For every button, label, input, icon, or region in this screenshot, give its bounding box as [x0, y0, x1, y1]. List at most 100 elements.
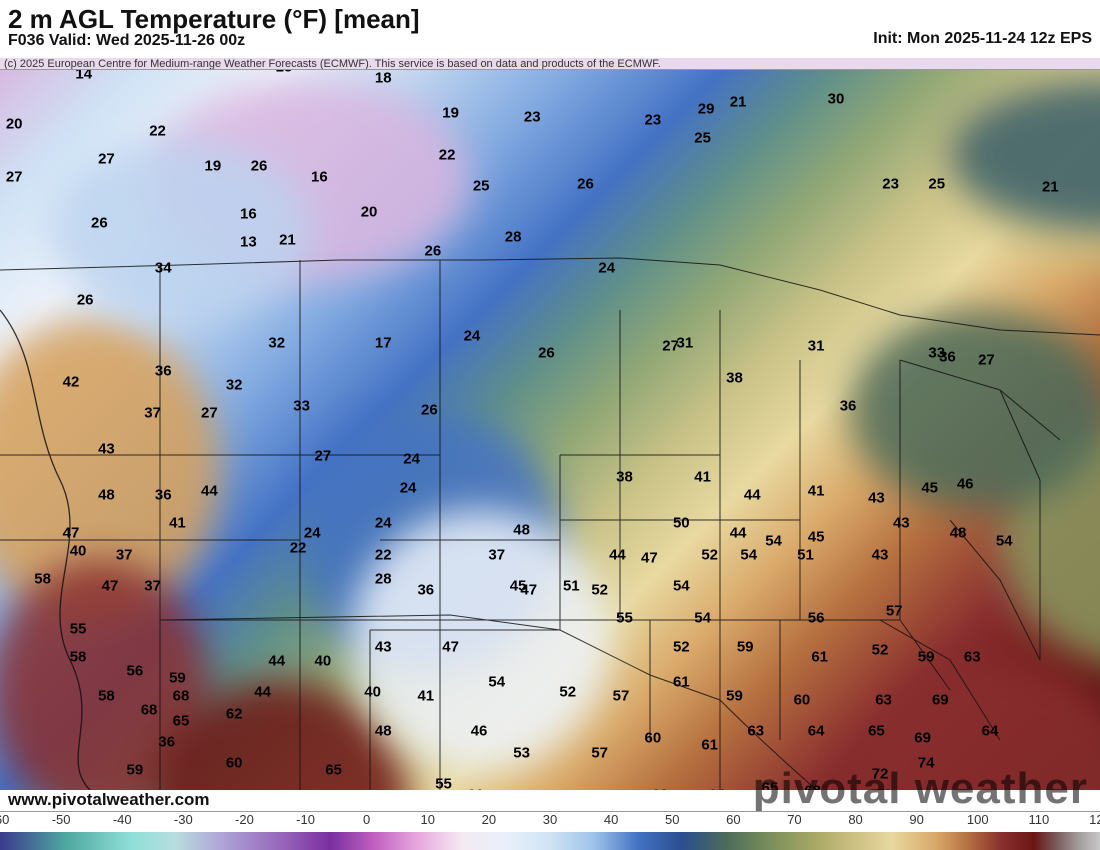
temperature-value-label: 36	[155, 362, 172, 379]
temperature-value-label: 24	[403, 451, 420, 468]
page-title: 2 m AGL Temperature (°F) [mean]	[8, 4, 420, 35]
temperature-value-label: 69	[932, 691, 949, 708]
temperature-value-label: 43	[868, 490, 885, 507]
temperature-value-label: 44	[609, 546, 626, 563]
temperature-value-label: 13	[240, 234, 257, 251]
init-line-label: Init: Mon 2025-11-24 12z EPS	[873, 30, 1092, 48]
temperature-value-label: 59	[737, 638, 754, 655]
temperature-value-label: 24	[464, 327, 481, 344]
temperature-value-label: 29	[698, 101, 715, 118]
temperature-value-label: 44	[201, 483, 218, 500]
temperature-value-label: 68	[141, 702, 158, 719]
temperature-value-label: 57	[613, 688, 630, 705]
temperature-value-label: 32	[226, 377, 243, 394]
temperature-value-label: 59	[126, 762, 143, 779]
scale-tick-30: 30	[543, 812, 557, 827]
data-credit-banner: (c) 2025 European Centre for Medium-rang…	[0, 56, 1100, 70]
temperature-value-label: 64	[808, 723, 825, 740]
temperature-value-label: 47	[442, 638, 459, 655]
temperature-value-label: 54	[765, 532, 782, 549]
temperature-value-label: 54	[740, 546, 757, 563]
temperature-value-label: 27	[315, 447, 332, 464]
temperature-value-label: 36	[158, 733, 175, 750]
temperature-value-label: 26	[91, 214, 108, 231]
temperature-value-label: 31	[808, 338, 825, 355]
temperature-value-label: 26	[251, 158, 268, 175]
temperature-value-label: 54	[694, 610, 711, 627]
temperature-value-label: 52	[559, 684, 576, 701]
temperature-value-label: 36	[417, 582, 434, 599]
scale-tick--30: -30	[174, 812, 193, 827]
temperature-value-label: 33	[293, 398, 310, 415]
scale-tick-40: 40	[604, 812, 618, 827]
scale-tick-80: 80	[848, 812, 862, 827]
temperature-value-label: 54	[996, 532, 1013, 549]
temperature-value-label: 31	[676, 334, 693, 351]
temperature-value-label: 28	[505, 228, 522, 245]
temperature-value-label: 36	[840, 398, 857, 415]
temperature-value-label: 30	[828, 90, 845, 107]
temperature-value-label: 47	[102, 578, 119, 595]
temperature-value-label: 40	[315, 652, 332, 669]
temperature-value-label: 32	[268, 334, 285, 351]
temperature-value-label: 52	[872, 642, 889, 659]
temperature-value-label: 55	[70, 620, 87, 637]
temperature-map[interactable]: 1418202722191823222325211926162616132526…	[0, 60, 1100, 790]
temperature-value-label: 51	[563, 578, 580, 595]
temperature-value-label: 41	[417, 688, 434, 705]
temperature-value-label: 26	[425, 242, 442, 259]
temperature-value-label: 25	[473, 177, 490, 194]
temperature-value-label: 60	[226, 755, 243, 772]
temperature-value-label: 48	[375, 723, 392, 740]
temperature-value-label: 65	[325, 762, 342, 779]
temperature-value-label: 40	[70, 543, 87, 560]
website-watermark: www.pivotalweather.com	[8, 790, 210, 810]
temperature-value-label: 23	[524, 108, 541, 125]
temperature-value-label: 46	[471, 723, 488, 740]
temperature-value-label: 45	[808, 529, 825, 546]
temperature-value-label: 58	[98, 688, 115, 705]
temperature-value-label: 55	[616, 610, 633, 627]
temperature-value-label: 58	[70, 649, 87, 666]
temperature-value-label: 41	[694, 468, 711, 485]
temperature-value-label: 48	[950, 525, 967, 542]
temperature-value-label: 60	[794, 691, 811, 708]
scale-tick-120: 120	[1089, 812, 1100, 827]
temperature-value-label: 37	[144, 405, 161, 422]
scale-tick--60: -60	[0, 812, 9, 827]
temperature-value-label: 27	[6, 168, 23, 185]
scale-tick-50: 50	[665, 812, 679, 827]
temperature-value-label: 47	[63, 525, 80, 542]
temperature-value-label: 20	[6, 115, 23, 132]
temperature-value-label: 55	[435, 776, 452, 790]
temperature-value-label: 53	[513, 744, 530, 761]
temperature-value-label: 37	[488, 546, 505, 563]
temperature-value-label: 27	[98, 150, 115, 167]
scale-tick-10: 10	[421, 812, 435, 827]
temperature-value-label: 44	[730, 525, 747, 542]
temperature-value-label: 26	[577, 175, 594, 192]
temperature-value-label: 46	[957, 476, 974, 493]
temperature-value-label: 22	[149, 122, 166, 139]
temperature-value-label: 25	[928, 175, 945, 192]
temperature-value-label: 62	[226, 705, 243, 722]
temperature-value-label: 57	[591, 744, 608, 761]
temperature-value-label: 52	[701, 546, 718, 563]
scale-tick-100: 100	[967, 812, 989, 827]
temperature-value-label: 69	[914, 730, 931, 747]
temperature-value-label: 64	[982, 723, 999, 740]
temperature-value-label: 43	[375, 638, 392, 655]
scale-tick-20: 20	[482, 812, 496, 827]
color-scale-bar: -60 -50 -40 -30 -20 -10 0 10 20 30 40 50 60 70 80 90 100…	[0, 811, 1100, 850]
scale-tick--40: -40	[113, 812, 132, 827]
temperature-value-label: 59	[726, 688, 743, 705]
temperature-value-label: 47	[641, 550, 658, 567]
temperature-value-label: 24	[598, 260, 615, 277]
scale-tick--20: -20	[235, 812, 254, 827]
scale-tick-90: 90	[909, 812, 923, 827]
temperature-value-label: 23	[645, 112, 662, 129]
temperature-value-label: 63	[964, 649, 981, 666]
temperature-value-label: 57	[886, 603, 903, 620]
temperature-value-label: 34	[155, 260, 172, 277]
temperature-value-label: 44	[744, 486, 761, 503]
